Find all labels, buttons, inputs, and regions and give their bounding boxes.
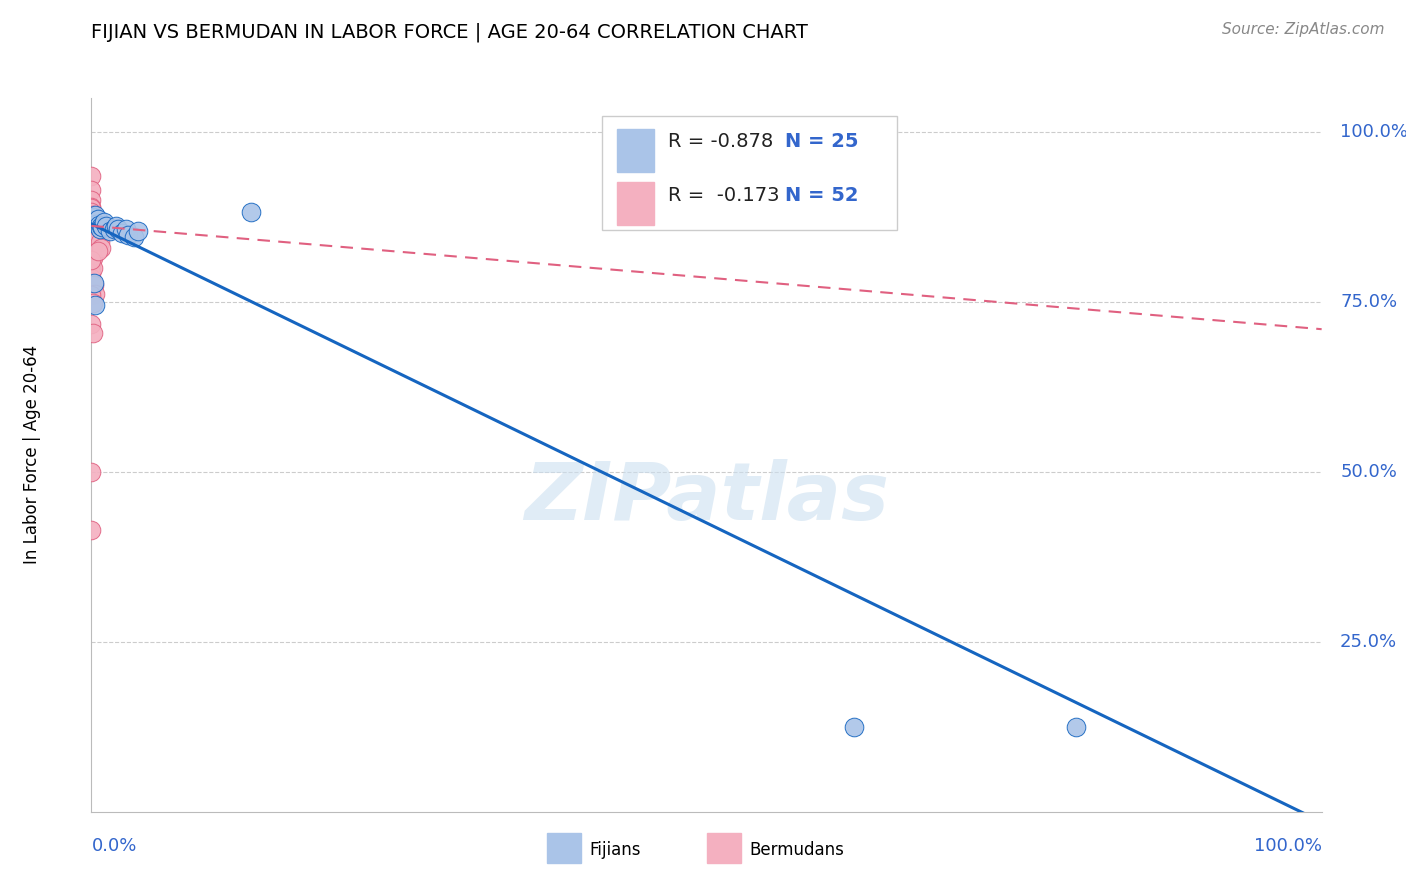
Text: 100.0%: 100.0%: [1340, 123, 1406, 141]
Text: 0.0%: 0.0%: [91, 837, 136, 855]
Point: [80, 212, 103, 227]
Point: [84, 286, 107, 301]
Point: [83, 276, 105, 290]
Point: [82, 210, 104, 224]
Point: [80, 183, 103, 197]
Point: [80, 217, 103, 231]
Point: [80, 208, 103, 222]
Text: R = -0.878: R = -0.878: [668, 132, 773, 152]
Point: [80, 221, 103, 235]
Point: [80, 267, 103, 281]
Point: [842, 720, 865, 734]
Point: [83, 235, 105, 250]
Point: [90, 219, 112, 233]
Point: [80, 288, 103, 302]
Point: [117, 228, 139, 243]
Point: [82, 296, 104, 310]
Point: [80, 200, 103, 214]
Point: [105, 219, 127, 233]
Point: [82, 208, 104, 222]
Point: [84, 298, 107, 312]
Point: [83, 278, 105, 293]
Point: [1064, 720, 1087, 734]
Text: 100.0%: 100.0%: [1254, 837, 1322, 855]
Point: [111, 226, 134, 240]
Point: [80, 234, 103, 248]
Point: [80, 237, 103, 252]
Point: [89, 235, 111, 250]
Point: [80, 210, 103, 224]
Text: Fijians: Fijians: [589, 841, 641, 859]
Point: [86, 219, 108, 233]
Point: [80, 252, 103, 267]
Point: [80, 247, 103, 261]
Point: [103, 221, 125, 235]
Point: [80, 523, 103, 537]
Point: [87, 218, 110, 232]
Point: [93, 215, 115, 229]
Text: ZIPatlas: ZIPatlas: [524, 458, 889, 537]
Point: [90, 241, 112, 255]
Point: [86, 244, 108, 258]
Point: [82, 251, 104, 265]
Point: [82, 260, 104, 275]
Point: [114, 221, 138, 235]
Text: 25.0%: 25.0%: [1340, 632, 1398, 651]
Point: [80, 205, 103, 219]
Point: [80, 219, 103, 233]
Point: [83, 221, 105, 235]
Text: R =  -0.173: R = -0.173: [668, 186, 780, 205]
Point: [86, 226, 108, 240]
Point: [80, 169, 103, 184]
Bar: [602, 116, 897, 230]
Text: Source: ZipAtlas.com: Source: ZipAtlas.com: [1222, 22, 1385, 37]
Point: [80, 224, 103, 238]
Point: [124, 230, 146, 244]
Point: [127, 224, 149, 238]
Point: [82, 217, 104, 231]
Point: [80, 276, 103, 290]
Point: [98, 224, 121, 238]
Point: [80, 241, 103, 255]
Point: [86, 212, 108, 227]
Point: [82, 326, 104, 340]
Point: [91, 220, 114, 235]
Text: FIJIAN VS BERMUDAN IN LABOR FORCE | AGE 20-64 CORRELATION CHART: FIJIAN VS BERMUDAN IN LABOR FORCE | AGE …: [91, 22, 808, 42]
Bar: [617, 182, 654, 225]
Point: [80, 205, 103, 219]
Point: [82, 239, 104, 253]
Bar: [617, 128, 654, 171]
Point: [89, 221, 111, 235]
Point: [80, 201, 103, 215]
Point: [80, 215, 103, 229]
Text: In Labor Force | Age 20-64: In Labor Force | Age 20-64: [24, 345, 41, 565]
Point: [240, 205, 263, 219]
Text: N = 25: N = 25: [785, 132, 859, 152]
Point: [80, 255, 103, 269]
Bar: [547, 833, 581, 863]
Point: [107, 221, 129, 235]
Text: 75.0%: 75.0%: [1340, 293, 1398, 311]
Point: [80, 227, 103, 241]
Point: [87, 230, 110, 244]
Text: Bermudans: Bermudans: [749, 841, 845, 859]
Bar: [706, 833, 741, 863]
Point: [80, 193, 103, 207]
Point: [84, 212, 107, 227]
Text: N = 52: N = 52: [785, 186, 859, 205]
Point: [80, 271, 103, 285]
Point: [80, 230, 103, 244]
Point: [80, 260, 103, 275]
Point: [86, 217, 108, 231]
Point: [82, 228, 104, 243]
Point: [80, 244, 103, 258]
Point: [84, 208, 107, 222]
Point: [80, 317, 103, 331]
Text: 50.0%: 50.0%: [1340, 463, 1398, 481]
Point: [80, 251, 103, 265]
Point: [96, 219, 117, 233]
Point: [83, 213, 105, 227]
Point: [80, 465, 103, 479]
